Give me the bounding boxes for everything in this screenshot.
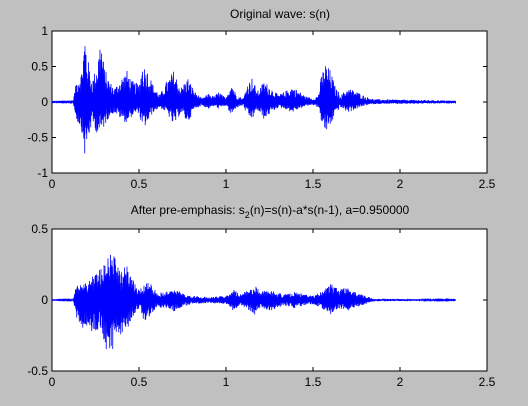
y-tick-label: 0.5 [31,60,48,74]
x-tick-label: 1 [223,375,230,389]
x-tick-label: 2 [397,375,404,389]
x-tick-label: 1.5 [305,177,322,191]
series-layer-pre-emphasis [51,254,457,350]
chart-title-pre-emphasis: After pre-emphasis: s2(n)=s(n)-a*s(n-1),… [131,203,410,220]
y-tick-label: 0 [41,293,48,307]
x-ticks-pre-emphasis: 0 0.5 1 1.5 2 2.5 [49,229,496,389]
y-tick-label: 0 [41,95,48,109]
y-ticks-original-wave: 1 0.5 0 -0.5 -1 [27,24,487,180]
y-tick-label: -0.5 [27,364,48,378]
series-line [51,46,457,154]
x-tick-label: 2.5 [479,375,496,389]
title-subscript: 2 [245,210,250,220]
title-suffix: (n)=s(n)-a*s(n-1), a=0.950000 [250,203,410,217]
x-ticks-original-wave: 0 0.5 1 1.5 2 2.5 [49,31,496,191]
x-tick-label: 2.5 [479,177,496,191]
y-tick-label: 0.5 [31,222,48,236]
x-tick-label: 0.5 [131,375,148,389]
x-tick-label: 1 [223,177,230,191]
x-tick-label: 0 [49,375,56,389]
axes-original-wave: Original wave: s(n) 0 0.5 1 1.5 2 2.5 1 0.5 0 -0… [27,7,495,191]
x-tick-label: 1.5 [305,375,322,389]
x-tick-label: 2 [397,177,404,191]
axes-pre-emphasis: After pre-emphasis: s2(n)=s(n)-a*s(n-1),… [27,203,495,389]
x-tick-label: 0 [49,177,56,191]
series-layer-original-wave [51,46,457,154]
y-ticks-pre-emphasis: 0.5 0 -0.5 [27,222,487,378]
y-tick-label: -1 [37,166,48,180]
y-tick-label: 1 [41,24,48,38]
y-tick-label: -0.5 [27,131,48,145]
x-tick-label: 0.5 [131,177,148,191]
chart-title-original-wave: Original wave: s(n) [230,7,330,21]
title-prefix: After pre-emphasis: s [131,203,245,217]
series-line [51,254,457,350]
